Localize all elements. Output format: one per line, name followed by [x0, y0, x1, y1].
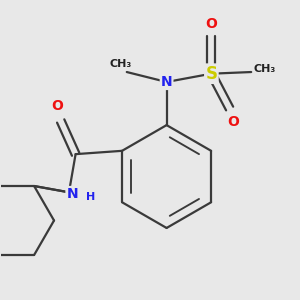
Text: O: O	[51, 99, 63, 113]
Text: O: O	[227, 115, 239, 129]
Text: S: S	[206, 65, 218, 83]
Text: O: O	[206, 17, 217, 31]
Text: N: N	[67, 187, 78, 201]
Text: N: N	[161, 75, 172, 89]
Text: CH₃: CH₃	[253, 64, 276, 74]
Text: CH₃: CH₃	[109, 59, 131, 69]
Text: H: H	[86, 192, 95, 202]
